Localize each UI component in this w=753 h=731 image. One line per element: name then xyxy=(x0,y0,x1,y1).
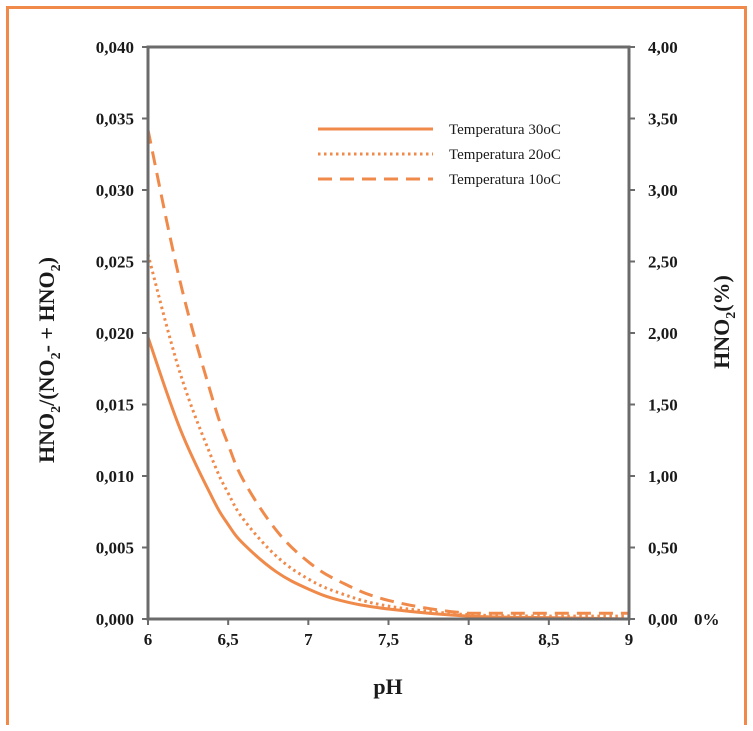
y2-unit-label: 0% xyxy=(694,610,720,629)
y2-tick-label: 3,50 xyxy=(648,110,678,129)
x-tick-label: 6,5 xyxy=(218,630,239,649)
series-line-3 xyxy=(146,129,629,615)
legend-label-3: Temperatura 10oC xyxy=(449,172,561,188)
y2-tick-label: 3,00 xyxy=(648,181,678,200)
x-axis-ticks: 6 6,5 7 7,5 8 8,5 9 xyxy=(144,619,634,649)
y-tick-label: 0,015 xyxy=(96,396,134,415)
x-tick-label: 8,5 xyxy=(538,630,559,649)
y2-tick-label: 1,00 xyxy=(648,467,678,486)
y2-axis-title: HNO2(%) xyxy=(709,275,739,369)
series-line-2 xyxy=(146,254,629,618)
x-tick-label: 7,5 xyxy=(378,630,399,649)
legend-label-1: Temperatura 30oC xyxy=(449,122,561,138)
y-tick-label: 0,025 xyxy=(96,253,134,272)
x-tick-label: 9 xyxy=(625,630,634,649)
y-axis-ticks: 0,000 0,005 0,010 0,015 0,020 0,025 0,030 0,035… xyxy=(96,38,148,629)
y2-tick-label: 0,50 xyxy=(648,539,678,558)
x-tick-label: 7 xyxy=(304,630,313,649)
y2-tick-label: 4,00 xyxy=(648,38,678,57)
y2-axis-ticks: 0,00 0,50 1,00 1,50 2,00 2,50 3,00 3,50 4,00 xyxy=(629,38,678,629)
y-tick-label: 0,020 xyxy=(96,324,134,343)
y-tick-label: 0,040 xyxy=(96,38,134,57)
legend-label-2: Temperatura 20oC xyxy=(449,147,561,163)
y2-tick-label: 2,50 xyxy=(648,253,678,272)
y2-tick-label: 2,00 xyxy=(648,324,678,343)
y-axis-title: HNO2/(NO2- + HNO2) xyxy=(34,257,64,463)
y-tick-label: 0,005 xyxy=(96,539,134,558)
y2-tick-label: 0,00 xyxy=(648,610,678,629)
x-tick-label: 6 xyxy=(144,630,153,649)
x-tick-label: 8 xyxy=(464,630,473,649)
y2-tick-label: 1,50 xyxy=(648,396,678,415)
y-tick-label: 0,010 xyxy=(96,467,134,486)
legend: Temperatura 30oC Temperatura 20oC Temperat… xyxy=(318,122,561,188)
plot-lines xyxy=(146,129,630,621)
y-tick-label: 0,030 xyxy=(96,181,134,200)
y-tick-label: 0,035 xyxy=(96,110,134,129)
x-axis-title: pH xyxy=(373,674,402,699)
y-tick-label: 0,000 xyxy=(96,610,134,629)
